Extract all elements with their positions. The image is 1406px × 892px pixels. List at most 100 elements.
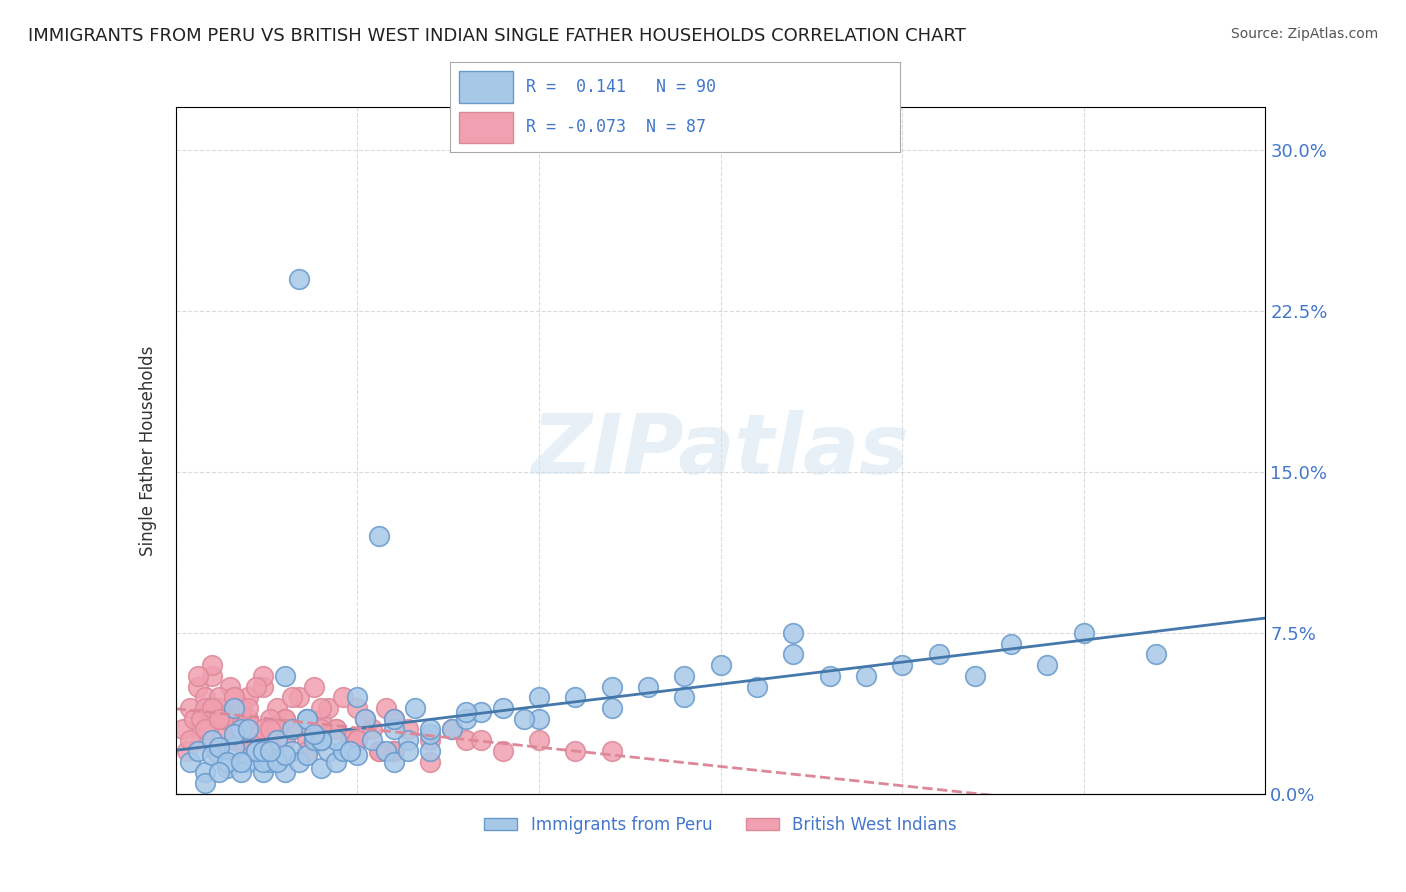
Point bbox=[456, 706, 478, 720]
Text: IMMIGRANTS FROM PERU VS BRITISH WEST INDIAN SINGLE FATHER HOUSEHOLDS CORRELATION: IMMIGRANTS FROM PERU VS BRITISH WEST IND… bbox=[28, 27, 966, 45]
Point bbox=[212, 712, 235, 726]
Point bbox=[252, 765, 274, 780]
Point bbox=[419, 727, 441, 741]
Text: Source: ZipAtlas.com: Source: ZipAtlas.com bbox=[1230, 27, 1378, 41]
Point bbox=[179, 733, 201, 747]
Point bbox=[208, 712, 231, 726]
Point bbox=[288, 271, 311, 285]
Point bbox=[318, 701, 340, 715]
Point bbox=[513, 712, 536, 726]
Point bbox=[382, 755, 405, 769]
Point bbox=[346, 733, 368, 747]
Point bbox=[208, 765, 231, 780]
Point bbox=[274, 765, 297, 780]
Point bbox=[318, 744, 340, 758]
Point bbox=[368, 529, 391, 543]
Point bbox=[302, 733, 325, 747]
Point bbox=[222, 727, 245, 741]
Point bbox=[274, 712, 297, 726]
Point bbox=[325, 723, 347, 737]
Point bbox=[382, 744, 405, 758]
Point bbox=[190, 712, 212, 726]
Point bbox=[252, 744, 274, 758]
Y-axis label: Single Father Households: Single Father Households bbox=[139, 345, 157, 556]
Point bbox=[266, 755, 288, 769]
Point bbox=[492, 744, 515, 758]
Point bbox=[440, 723, 463, 737]
Bar bbox=[458, 112, 513, 143]
Point bbox=[194, 690, 217, 705]
Point bbox=[176, 744, 198, 758]
Point bbox=[405, 701, 427, 715]
Point bbox=[309, 733, 332, 747]
Point bbox=[325, 723, 347, 737]
Point bbox=[1073, 626, 1095, 640]
Point bbox=[179, 755, 201, 769]
Point bbox=[346, 748, 368, 763]
Point bbox=[332, 690, 354, 705]
Point bbox=[219, 680, 242, 694]
Point bbox=[375, 701, 398, 715]
Point bbox=[470, 706, 492, 720]
Point bbox=[259, 755, 281, 769]
Point bbox=[222, 733, 245, 747]
Point bbox=[673, 669, 696, 683]
Point bbox=[245, 744, 267, 758]
Point bbox=[231, 765, 253, 780]
Point bbox=[222, 690, 245, 705]
Point bbox=[492, 701, 515, 715]
Point bbox=[183, 712, 205, 726]
Point bbox=[252, 680, 274, 694]
Point bbox=[309, 733, 332, 747]
Point bbox=[226, 701, 249, 715]
Point bbox=[382, 712, 405, 726]
Point bbox=[295, 712, 318, 726]
Point bbox=[231, 733, 253, 747]
Point bbox=[186, 680, 209, 694]
Point bbox=[238, 701, 260, 715]
Point bbox=[201, 658, 224, 673]
Point bbox=[208, 739, 231, 754]
Point bbox=[194, 776, 217, 790]
Point bbox=[637, 680, 659, 694]
Point bbox=[325, 755, 347, 769]
Point bbox=[194, 701, 217, 715]
Point bbox=[309, 701, 332, 715]
Point bbox=[222, 739, 245, 754]
Point bbox=[963, 669, 986, 683]
Point bbox=[818, 669, 841, 683]
Legend: Immigrants from Peru, British West Indians: Immigrants from Peru, British West India… bbox=[478, 809, 963, 840]
Point bbox=[361, 733, 384, 747]
Point bbox=[281, 744, 304, 758]
Point bbox=[353, 712, 375, 726]
Point bbox=[190, 733, 212, 747]
Point bbox=[245, 723, 267, 737]
Point bbox=[382, 744, 405, 758]
Point bbox=[238, 712, 260, 726]
Point bbox=[396, 744, 419, 758]
Point bbox=[353, 712, 375, 726]
Point bbox=[295, 748, 318, 763]
Point bbox=[382, 723, 405, 737]
Point bbox=[440, 723, 463, 737]
Point bbox=[419, 733, 441, 747]
Point bbox=[470, 733, 492, 747]
Point bbox=[527, 690, 550, 705]
Point bbox=[527, 712, 550, 726]
Point bbox=[564, 690, 586, 705]
Point bbox=[274, 712, 297, 726]
Point bbox=[361, 723, 384, 737]
Point bbox=[208, 690, 231, 705]
Point bbox=[231, 712, 253, 726]
Point bbox=[186, 669, 209, 683]
Point bbox=[197, 723, 219, 737]
Point bbox=[222, 701, 245, 715]
Point bbox=[208, 701, 231, 715]
Point bbox=[382, 712, 405, 726]
Point bbox=[302, 680, 325, 694]
Point bbox=[302, 727, 325, 741]
Point bbox=[419, 755, 441, 769]
Point bbox=[179, 701, 201, 715]
Point bbox=[332, 744, 354, 758]
Point bbox=[201, 669, 224, 683]
